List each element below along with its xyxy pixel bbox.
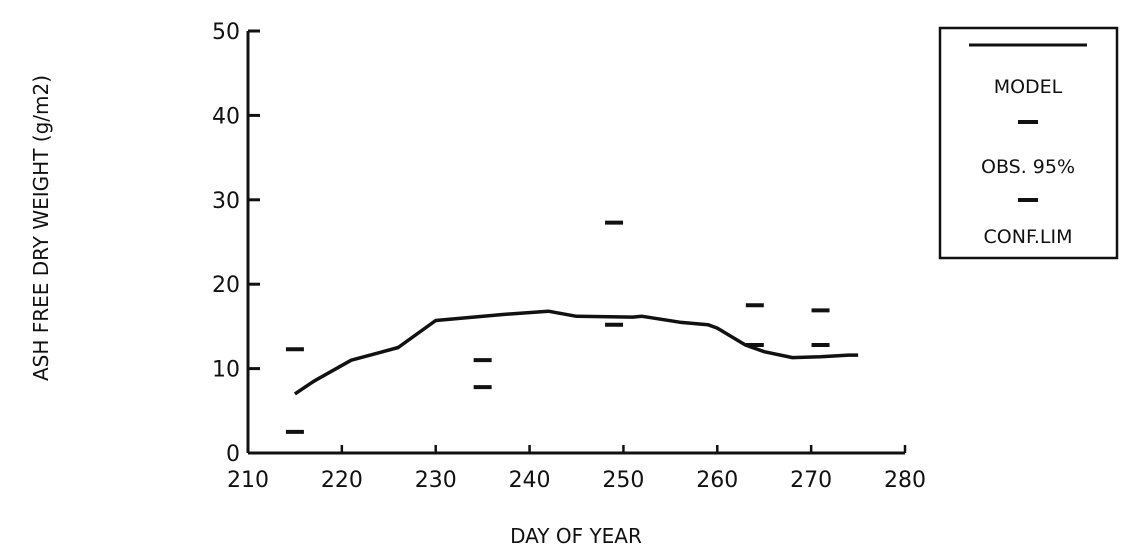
legend-model-label: MODEL bbox=[994, 76, 1063, 98]
y-axis-title: ASH FREE DRY WEIGHT (g/m2) bbox=[29, 75, 53, 381]
x-tick-label: 250 bbox=[602, 468, 644, 493]
y-ticks: 0 10 20 30 40 50 bbox=[212, 20, 260, 467]
x-axis-title: DAY OF YEAR bbox=[510, 524, 642, 548]
x-tick-label: 220 bbox=[321, 468, 363, 493]
y-tick-label: 50 bbox=[212, 20, 240, 45]
x-tick-label: 260 bbox=[696, 468, 738, 493]
y-tick-label: 30 bbox=[212, 189, 240, 214]
axes bbox=[246, 31, 905, 455]
x-ticks: 210 220 230 240 250 260 270 280 bbox=[227, 445, 926, 493]
y-tick-label: 10 bbox=[212, 358, 240, 383]
legend-box bbox=[938, 26, 1119, 260]
x-tick-label: 270 bbox=[790, 468, 832, 493]
legend-obs-label: OBS. 95% bbox=[981, 156, 1075, 178]
legend: MODEL OBS. 95% CONF.LIM bbox=[938, 26, 1119, 260]
legend-conf-label: CONF.LIM bbox=[984, 226, 1073, 248]
y-tick-label: 0 bbox=[226, 442, 240, 467]
series-model-line bbox=[293, 309, 859, 396]
x-tick-label: 240 bbox=[509, 468, 551, 493]
y-tick-label: 40 bbox=[212, 104, 240, 129]
plot-area bbox=[285, 220, 859, 434]
x-tick-label: 230 bbox=[415, 468, 457, 493]
x-tick-label: 280 bbox=[884, 468, 926, 493]
x-tick-label: 210 bbox=[227, 468, 269, 493]
y-tick-label: 20 bbox=[212, 273, 240, 298]
